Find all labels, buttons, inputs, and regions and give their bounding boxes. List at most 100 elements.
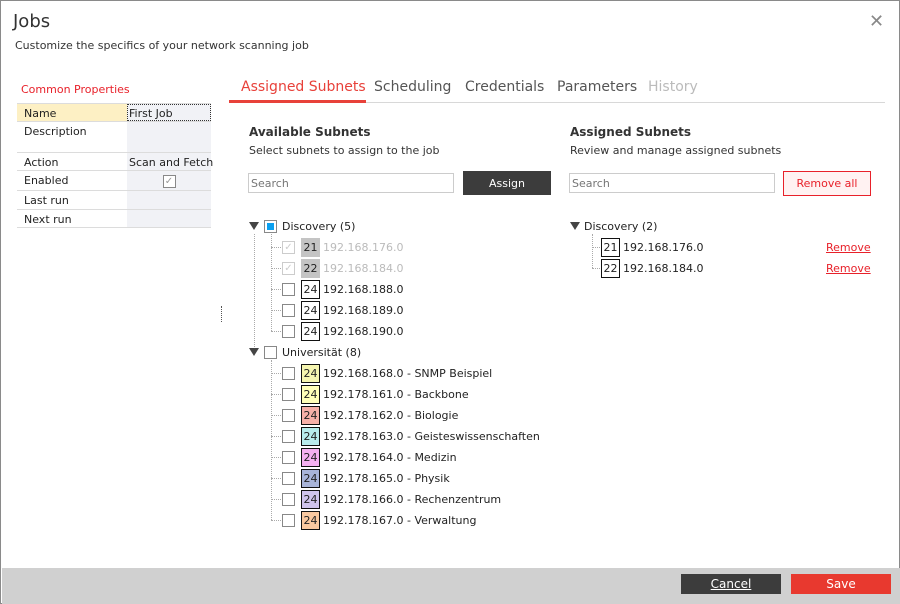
enabled-checkbox[interactable]: ✓ [127, 171, 211, 190]
property-value[interactable] [127, 122, 211, 152]
tree-connector [271, 436, 281, 437]
cancel-button[interactable]: Cancel [681, 574, 781, 594]
subnet-label: 192.178.163.0 - Geisteswissenschaften [323, 429, 540, 443]
subnet-checkbox[interactable] [282, 450, 295, 464]
assigned-search-input[interactable] [569, 173, 775, 193]
remove-link[interactable]: Remove [826, 241, 871, 254]
property-label: Description [24, 125, 87, 138]
tree-connector [271, 394, 281, 395]
tree-connector [271, 289, 281, 290]
tree-connector [271, 310, 281, 311]
subnet-checkbox[interactable] [282, 387, 295, 401]
property-value[interactable]: Scan and Fetch [127, 153, 214, 170]
property-label: Next run [24, 213, 72, 226]
subnet-checkbox[interactable] [282, 366, 295, 380]
tab-bar: Assigned Subnets Scheduling Credentials Par… [229, 77, 885, 103]
subnet-label: 192.168.176.0 [323, 240, 404, 254]
subnet-item[interactable]: 24 192.178.162.0 - Biologie [282, 405, 458, 425]
tab-assigned-subnets[interactable]: Assigned Subnets [241, 79, 366, 95]
property-value[interactable] [127, 191, 211, 209]
property-row-action: Action Scan and Fetch [17, 153, 214, 171]
subnet-checkbox[interactable] [282, 492, 295, 506]
subnet-item[interactable]: 24 192.178.164.0 - Medizin [282, 447, 457, 467]
subnet-checkbox[interactable] [282, 513, 295, 527]
subnet-checkbox[interactable] [282, 303, 295, 317]
property-label: Enabled [24, 174, 69, 187]
subnet-checkbox[interactable] [282, 471, 295, 485]
subnet-label: 192.168.168.0 - SNMP Beispiel [323, 366, 493, 380]
property-value-text: Scan and Fetch [129, 156, 214, 169]
property-label: Name [24, 107, 57, 120]
property-row-name: Name First Job [17, 103, 211, 122]
mask-badge: 24 [301, 321, 320, 341]
mask-badge: 24 [301, 447, 320, 467]
subnet-checkbox[interactable] [282, 429, 295, 443]
group-checkbox[interactable] [264, 345, 277, 359]
subnet-label: 192.178.165.0 - Physik [323, 471, 450, 485]
property-value[interactable] [127, 210, 211, 227]
subnet-item[interactable]: 24 192.178.166.0 - Rechenzentrum [282, 489, 502, 509]
available-search-input[interactable] [248, 173, 454, 193]
tab-credentials[interactable]: Credentials [465, 79, 545, 95]
group-label: Discovery (2) [584, 219, 658, 233]
subnet-checkbox[interactable] [282, 282, 295, 296]
subnet-checkbox[interactable] [282, 408, 295, 422]
subnet-item[interactable]: 24 192.168.190.0 [282, 321, 403, 341]
assigned-subnet-item: 22 192.168.184.0 [595, 258, 704, 278]
subnet-label: 192.178.166.0 - Rechenzentrum [323, 492, 502, 506]
property-value-text: First Job [129, 107, 173, 120]
property-label: Action [24, 156, 59, 169]
tree-group[interactable]: Discovery (2) [570, 217, 657, 235]
mask-badge: 21 [601, 237, 620, 257]
tree-connector [254, 234, 255, 347]
subnet-item[interactable]: 24 192.168.168.0 - SNMP Beispiel [282, 363, 493, 383]
expand-triangle-icon[interactable] [249, 222, 259, 230]
subnet-label: 192.168.188.0 [323, 282, 404, 296]
group-checkbox[interactable] [264, 219, 277, 233]
tree-connector [271, 247, 281, 248]
subnet-item[interactable]: ✓ 22 192.168.184.0 [282, 258, 403, 278]
subnet-label: 192.168.184.0 [623, 261, 704, 275]
remove-link[interactable]: Remove [826, 262, 871, 275]
subnet-item[interactable]: ✓ 21 192.168.176.0 [282, 237, 404, 257]
tree-group[interactable]: Discovery (5) [249, 217, 355, 235]
tab-parameters[interactable]: Parameters [557, 79, 638, 95]
close-icon[interactable]: ✕ [869, 11, 885, 32]
property-row-enabled: Enabled ✓ [17, 171, 211, 191]
subnet-checkbox[interactable]: ✓ [282, 240, 295, 254]
subnet-item[interactable]: 24 192.168.188.0 [282, 279, 404, 299]
subnet-item[interactable]: 24 192.178.167.0 - Verwaltung [282, 510, 476, 530]
assign-button[interactable]: Assign [463, 171, 551, 195]
assigned-subnet-item: 21 192.168.176.0 [595, 237, 703, 257]
assigned-title: Assigned Subnets [570, 125, 692, 139]
property-value[interactable]: First Job [127, 104, 211, 121]
mask-badge: 24 [301, 405, 320, 425]
tree-connector [271, 499, 281, 500]
subnet-item[interactable]: 24 192.178.163.0 - Geisteswissenschaften [282, 426, 540, 446]
save-button[interactable]: Save [791, 574, 891, 594]
tab-scheduling[interactable]: Scheduling [374, 79, 452, 95]
tree-connector [271, 360, 272, 520]
tree-group[interactable]: Universität (8) [249, 343, 361, 361]
remove-all-button[interactable]: Remove all [783, 171, 871, 196]
subnet-item[interactable]: 24 192.168.189.0 [282, 300, 403, 320]
property-label: Last run [24, 194, 69, 207]
tree-connector [271, 331, 281, 332]
cancel-label: Cancel [710, 577, 752, 591]
tree-connector [271, 234, 272, 331]
mask-badge: 24 [301, 279, 320, 299]
subnet-item[interactable]: 24 192.178.165.0 - Physik [282, 468, 450, 488]
group-label: Discovery (5) [282, 219, 356, 233]
mask-badge: 24 [301, 489, 320, 509]
mask-badge: 24 [301, 510, 320, 530]
expand-triangle-icon[interactable] [249, 348, 259, 356]
tree-connector [592, 268, 600, 269]
available-title: Available Subnets [249, 125, 371, 139]
splitter-handle[interactable] [221, 306, 222, 322]
expand-triangle-icon[interactable] [570, 222, 580, 230]
subnet-item[interactable]: 24 192.178.161.0 - Backbone [282, 384, 469, 404]
mask-badge: 21 [301, 237, 320, 257]
subnet-checkbox[interactable]: ✓ [282, 261, 295, 275]
subnet-checkbox[interactable] [282, 324, 295, 338]
